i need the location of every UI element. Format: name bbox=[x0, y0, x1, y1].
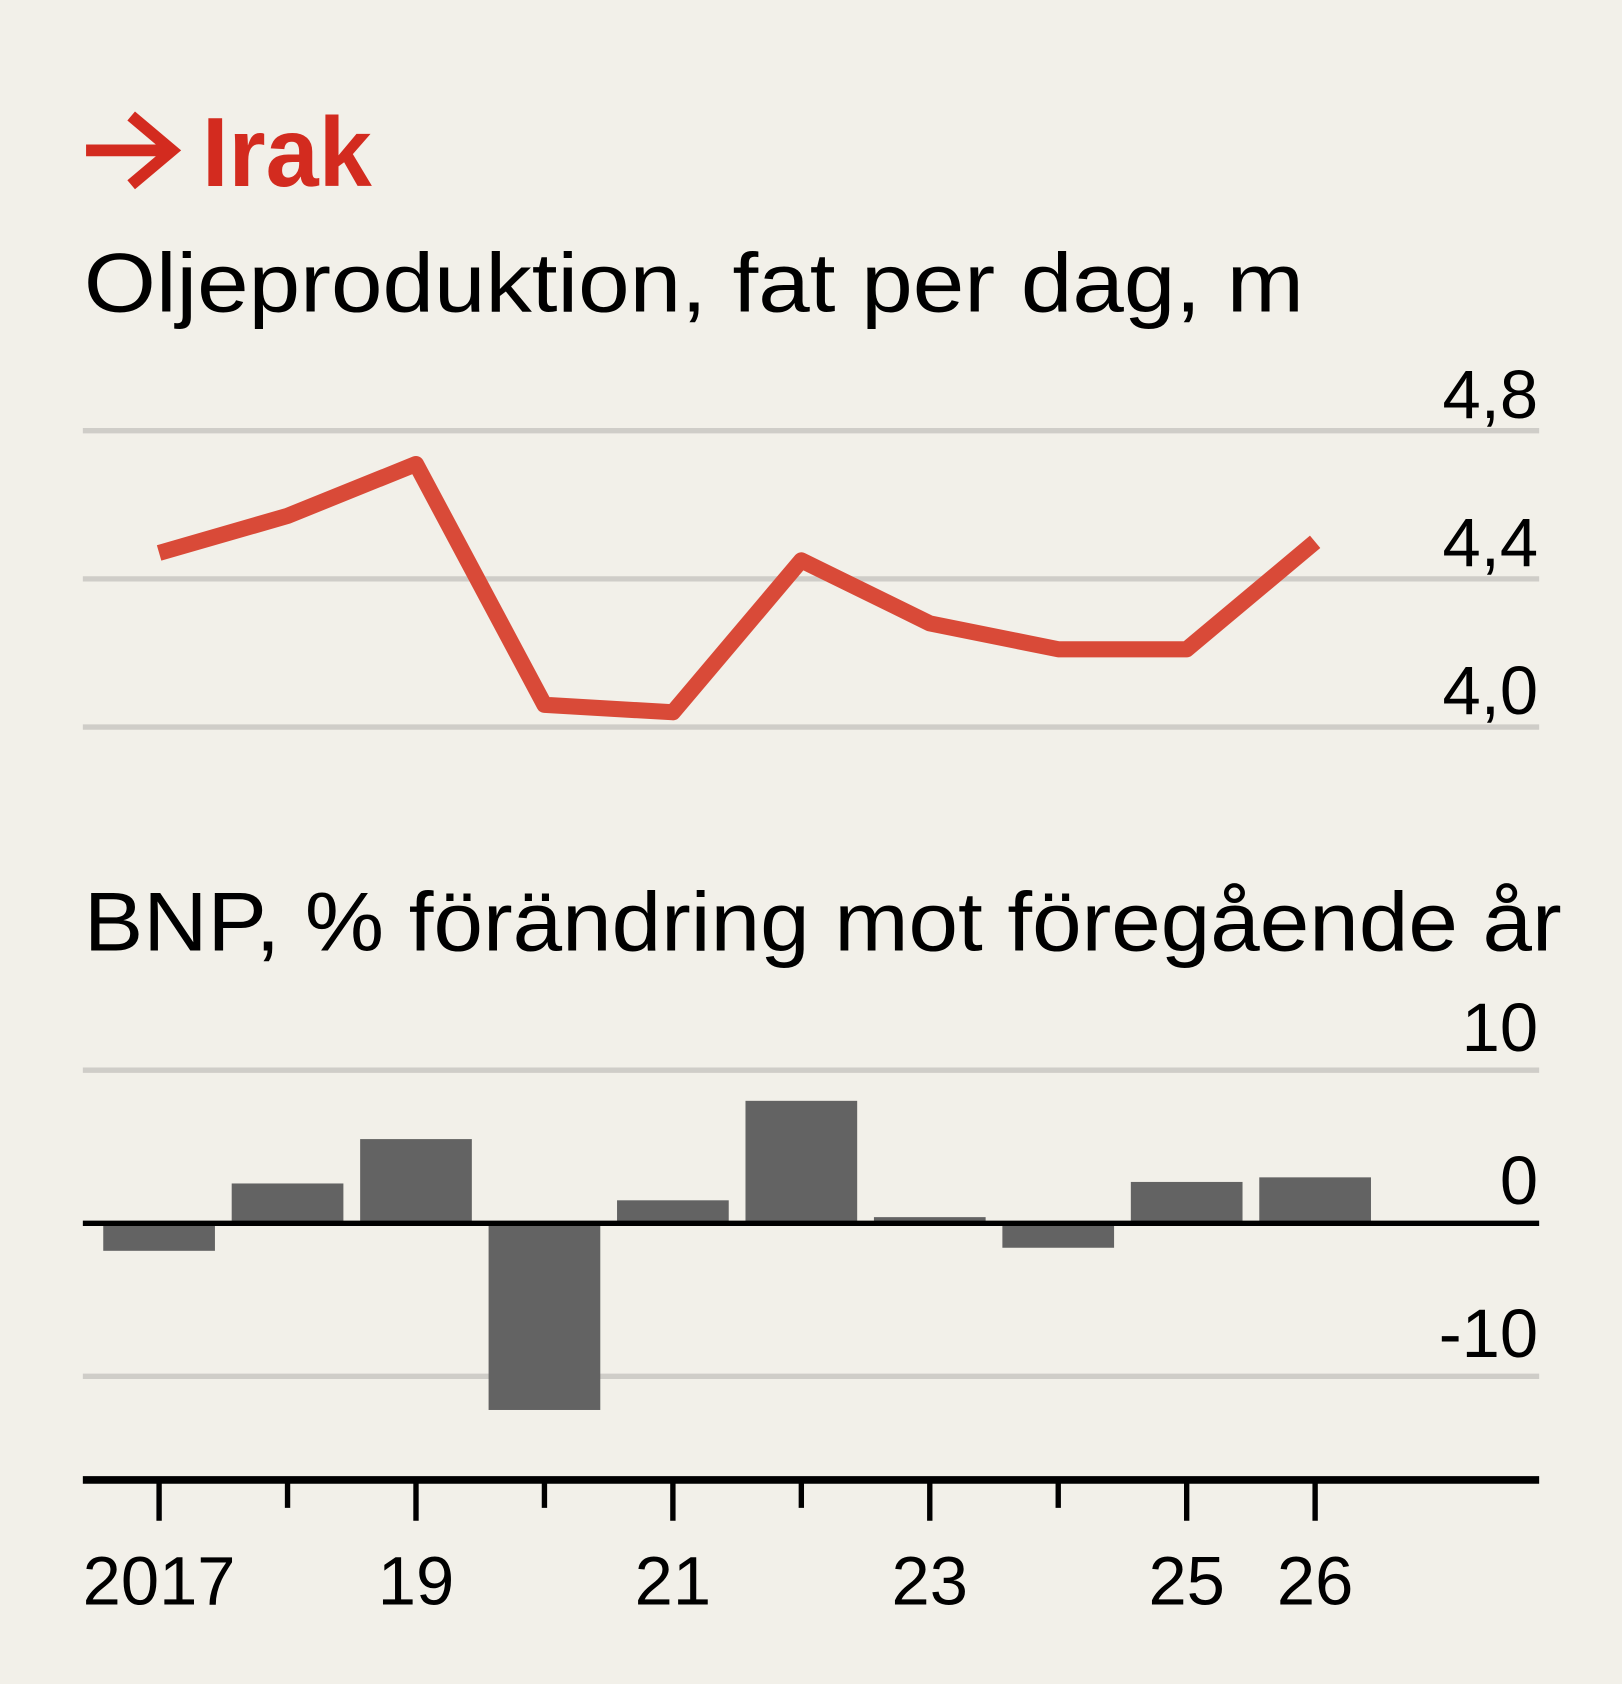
gdp-bar-2017 bbox=[103, 1223, 215, 1251]
y-tick-label: 4,8 bbox=[1443, 356, 1539, 433]
country-heading: Irak bbox=[202, 97, 373, 207]
x-tick-label: 25 bbox=[1148, 1543, 1224, 1620]
y-tick-label: -10 bbox=[1439, 1295, 1538, 1372]
oil-production-line bbox=[156, 455, 1321, 721]
x-tick-label: 19 bbox=[378, 1543, 454, 1620]
gdp-bar-2022 bbox=[745, 1100, 858, 1224]
y-tick-label: 4,0 bbox=[1443, 652, 1539, 729]
gdp-bar-2021 bbox=[617, 1200, 729, 1224]
right-arrow-icon bbox=[86, 111, 182, 190]
oil-chart-title: Oljeproduktion, fat per dag, m bbox=[84, 235, 1304, 329]
x-tick-label: 2017 bbox=[83, 1543, 236, 1620]
gdp-bar-2024 bbox=[1002, 1223, 1115, 1248]
gdp-bar-2018 bbox=[231, 1183, 344, 1224]
gdp-chart-title: BNP, % förändring mot föregående år bbox=[84, 874, 1562, 968]
gdp-bar-2023 bbox=[873, 1217, 986, 1224]
gdp-bar-2020 bbox=[488, 1223, 601, 1410]
x-tick-label: 21 bbox=[635, 1543, 711, 1620]
gdp-bar-2026 bbox=[1259, 1177, 1371, 1224]
y-tick-label: 0 bbox=[1500, 1142, 1538, 1219]
y-tick-label: 4,4 bbox=[1443, 504, 1539, 581]
gdp-bar-2025 bbox=[1130, 1181, 1243, 1224]
x-tick-label: 26 bbox=[1277, 1543, 1353, 1620]
gdp-bar-2019 bbox=[360, 1139, 472, 1224]
y-tick-label: 10 bbox=[1462, 989, 1538, 1066]
x-tick-label: 23 bbox=[892, 1543, 968, 1620]
